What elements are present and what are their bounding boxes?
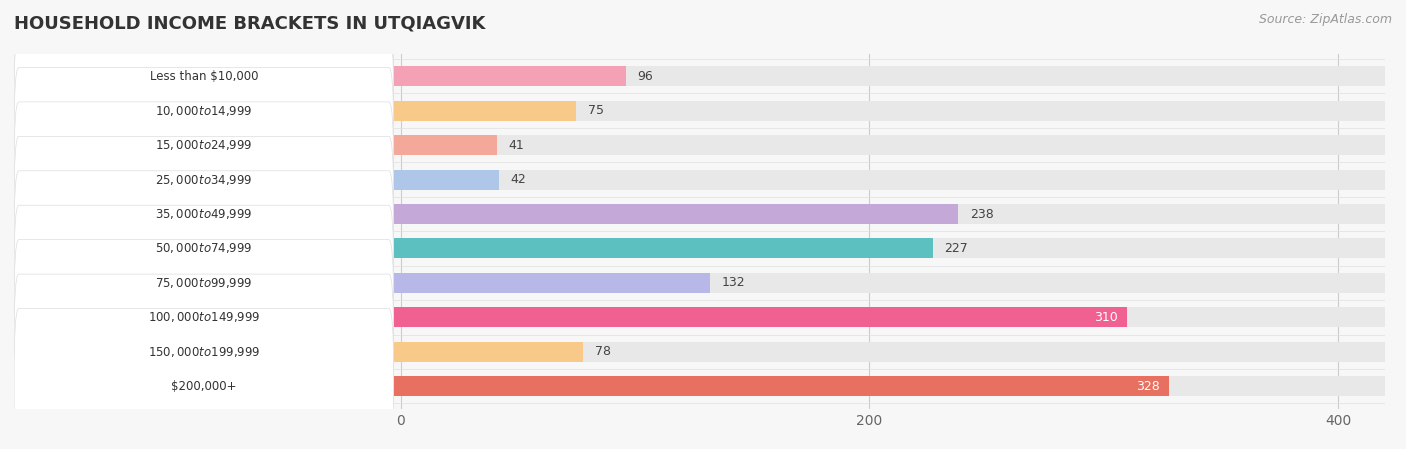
Text: 42: 42 (510, 173, 527, 186)
Text: $50,000 to $74,999: $50,000 to $74,999 (155, 242, 253, 255)
Text: 41: 41 (509, 139, 524, 152)
Bar (14, 204, 959, 224)
Bar (14, 308, 1385, 327)
Bar (14, 273, 710, 293)
Text: 238: 238 (970, 207, 994, 220)
FancyBboxPatch shape (14, 136, 394, 292)
Bar (14, 342, 583, 362)
Text: $150,000 to $199,999: $150,000 to $199,999 (148, 345, 260, 359)
Text: $15,000 to $24,999: $15,000 to $24,999 (155, 138, 253, 152)
FancyBboxPatch shape (14, 102, 394, 257)
FancyBboxPatch shape (14, 205, 394, 361)
Bar (14, 66, 626, 86)
Text: $25,000 to $34,999: $25,000 to $34,999 (155, 172, 253, 187)
Bar (14, 238, 932, 259)
Bar (14, 376, 1385, 396)
FancyBboxPatch shape (14, 33, 394, 189)
Text: $10,000 to $14,999: $10,000 to $14,999 (155, 104, 253, 118)
FancyBboxPatch shape (14, 171, 394, 326)
Bar (14, 170, 1385, 189)
Text: 96: 96 (637, 70, 654, 83)
Text: 132: 132 (721, 277, 745, 290)
Text: 75: 75 (588, 104, 605, 117)
FancyBboxPatch shape (14, 67, 394, 223)
Bar (14, 170, 499, 189)
Text: $75,000 to $99,999: $75,000 to $99,999 (155, 276, 253, 290)
Text: Less than $10,000: Less than $10,000 (149, 70, 259, 83)
Bar (14, 66, 1385, 86)
Text: $35,000 to $49,999: $35,000 to $49,999 (155, 207, 253, 221)
Bar (14, 376, 1170, 396)
FancyBboxPatch shape (14, 308, 394, 449)
Bar (14, 238, 1385, 259)
Text: 328: 328 (1136, 380, 1160, 393)
Text: $200,000+: $200,000+ (172, 380, 236, 393)
Bar (14, 101, 576, 121)
Text: 78: 78 (595, 345, 612, 358)
FancyBboxPatch shape (14, 274, 394, 429)
Bar (14, 101, 1385, 121)
Text: $100,000 to $149,999: $100,000 to $149,999 (148, 310, 260, 324)
Bar (14, 308, 1128, 327)
Bar (14, 135, 1385, 155)
Bar (14, 273, 1385, 293)
Text: HOUSEHOLD INCOME BRACKETS IN UTQIAGVIK: HOUSEHOLD INCOME BRACKETS IN UTQIAGVIK (14, 15, 485, 33)
Text: 310: 310 (1094, 311, 1118, 324)
Bar (14, 204, 1385, 224)
Text: Source: ZipAtlas.com: Source: ZipAtlas.com (1258, 13, 1392, 26)
Bar (14, 135, 496, 155)
Text: 227: 227 (945, 242, 969, 255)
FancyBboxPatch shape (14, 240, 394, 395)
Bar (14, 342, 1385, 362)
FancyBboxPatch shape (14, 0, 394, 154)
